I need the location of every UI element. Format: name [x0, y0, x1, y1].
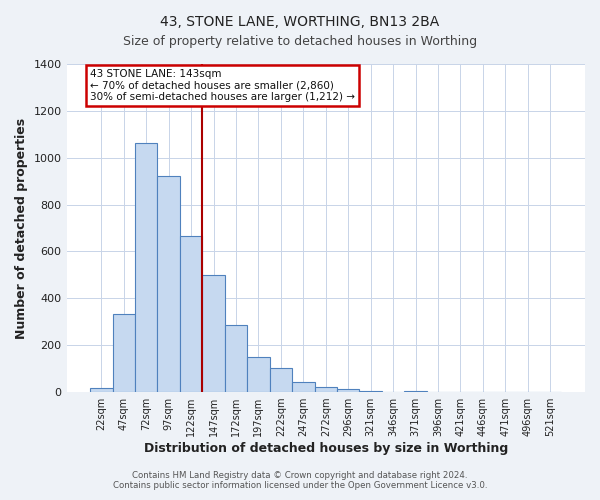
- Bar: [225, 324, 247, 392]
- Bar: [359, 391, 382, 392]
- Y-axis label: Number of detached properties: Number of detached properties: [15, 118, 28, 338]
- Bar: [135, 143, 157, 392]
- Text: Contains HM Land Registry data © Crown copyright and database right 2024.
Contai: Contains HM Land Registry data © Crown c…: [113, 470, 487, 490]
- Bar: [314, 387, 337, 392]
- Bar: [90, 388, 113, 392]
- Text: 43, STONE LANE, WORTHING, BN13 2BA: 43, STONE LANE, WORTHING, BN13 2BA: [160, 15, 440, 29]
- Bar: [337, 388, 359, 392]
- Bar: [269, 368, 292, 392]
- Text: 43 STONE LANE: 143sqm
← 70% of detached houses are smaller (2,860)
30% of semi-d: 43 STONE LANE: 143sqm ← 70% of detached …: [90, 68, 355, 102]
- Text: Size of property relative to detached houses in Worthing: Size of property relative to detached ho…: [123, 35, 477, 48]
- Bar: [404, 391, 427, 392]
- Bar: [113, 314, 135, 392]
- X-axis label: Distribution of detached houses by size in Worthing: Distribution of detached houses by size …: [143, 442, 508, 455]
- Bar: [292, 382, 314, 392]
- Bar: [202, 275, 225, 392]
- Bar: [180, 236, 202, 392]
- Bar: [247, 358, 269, 392]
- Bar: [157, 176, 180, 392]
